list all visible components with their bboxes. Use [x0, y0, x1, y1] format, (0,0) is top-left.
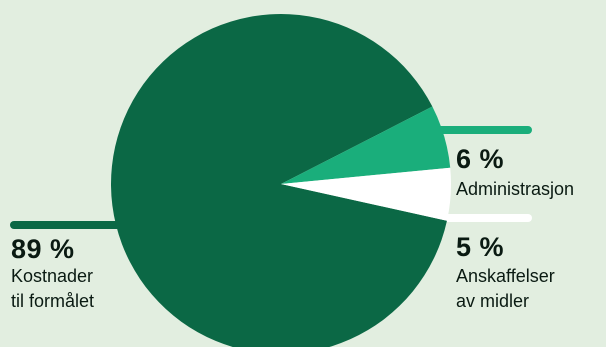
administrasjon-label: Administrasjon: [456, 179, 575, 199]
pie-slice-administrasjon: [281, 106, 451, 184]
kostnader-percent: 89 %: [11, 234, 75, 264]
kostnader-label: Kostnader til formålet: [11, 266, 95, 311]
pie-slice-anskaffelser: [281, 167, 452, 221]
pie-slice-kostnader: [110, 14, 447, 347]
anskaffelser-label: Anskaffelser av midler: [456, 266, 555, 311]
anskaffelser-percent: 5 %: [456, 232, 505, 262]
administrasjon-percent: 6 %: [456, 144, 505, 174]
